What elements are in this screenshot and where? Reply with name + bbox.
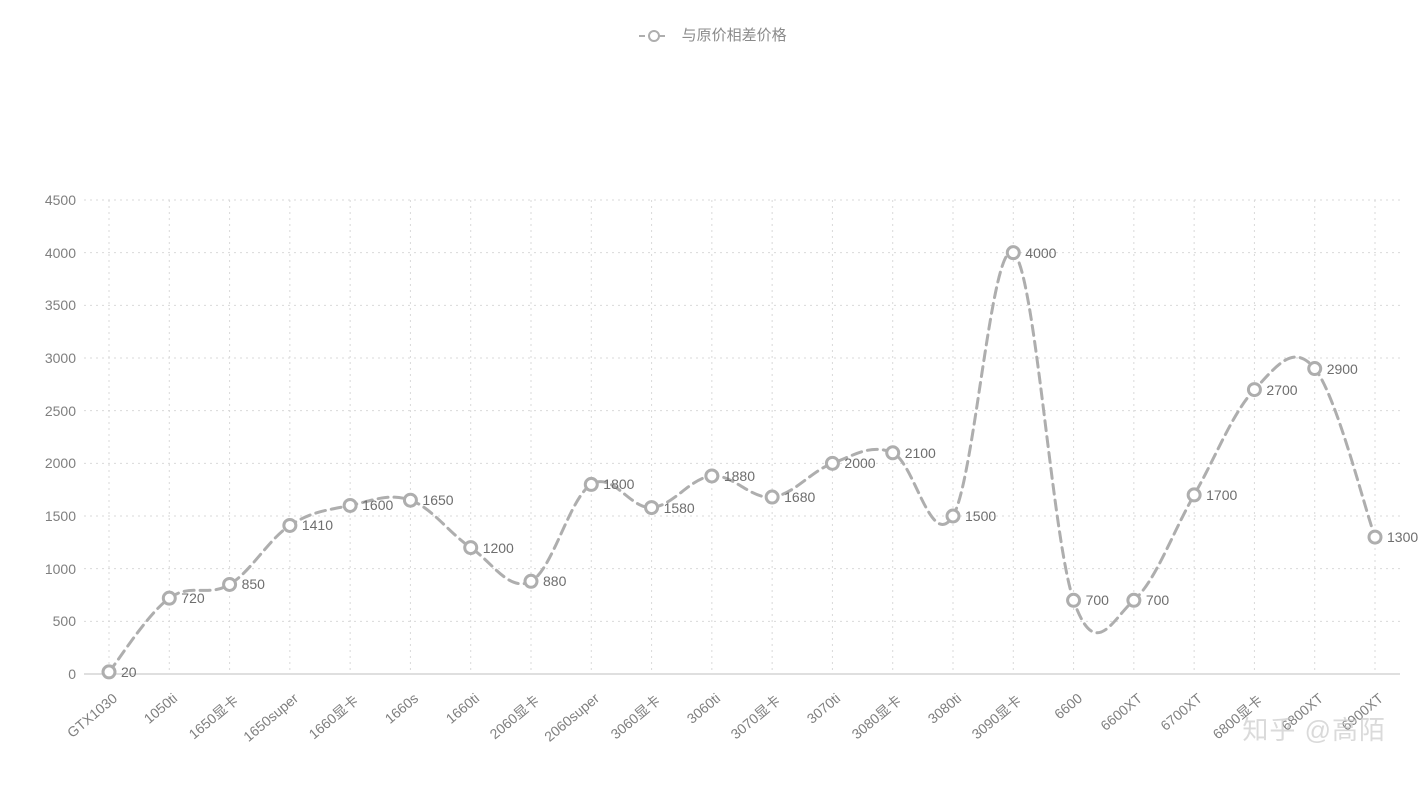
data-label: 1680	[784, 489, 815, 505]
data-label: 1500	[965, 508, 996, 524]
y-tick-label: 3000	[45, 350, 76, 366]
plot-area	[0, 0, 1426, 787]
chart-container: 与原价相差价格 0 500 1000 1500 2000 2500 3000 3500 4000…	[0, 0, 1426, 787]
y-tick-label: 3500	[45, 297, 76, 313]
data-label: 1580	[664, 500, 695, 516]
legend: 与原价相差价格	[0, 24, 1426, 45]
y-tick-label: 2500	[45, 403, 76, 419]
data-label: 1300	[1387, 529, 1418, 545]
data-label: 2900	[1327, 361, 1358, 377]
data-label: 2100	[905, 445, 936, 461]
data-label: 1800	[603, 476, 634, 492]
data-label: 880	[543, 573, 566, 589]
y-tick-label: 0	[68, 666, 76, 682]
legend-label: 与原价相差价格	[682, 27, 787, 44]
y-tick-label: 1500	[45, 508, 76, 524]
legend-line-icon	[639, 35, 669, 37]
data-label: 1700	[1206, 487, 1237, 503]
data-label: 4000	[1025, 245, 1056, 261]
data-label: 700	[1146, 592, 1169, 608]
data-label: 850	[242, 576, 265, 592]
data-label: 1200	[483, 540, 514, 556]
data-label: 20	[121, 664, 137, 680]
data-label: 1410	[302, 517, 333, 533]
y-tick-label: 4000	[45, 245, 76, 261]
data-label: 2000	[844, 455, 875, 471]
data-label: 1600	[362, 497, 393, 513]
data-label: 1650	[422, 492, 453, 508]
data-label: 700	[1086, 592, 1109, 608]
y-tick-label: 500	[53, 613, 76, 629]
data-label: 1880	[724, 468, 755, 484]
y-tick-label: 1000	[45, 561, 76, 577]
y-tick-label: 4500	[45, 192, 76, 208]
data-label: 2700	[1266, 382, 1297, 398]
y-tick-label: 2000	[45, 455, 76, 471]
data-label: 720	[181, 590, 204, 606]
